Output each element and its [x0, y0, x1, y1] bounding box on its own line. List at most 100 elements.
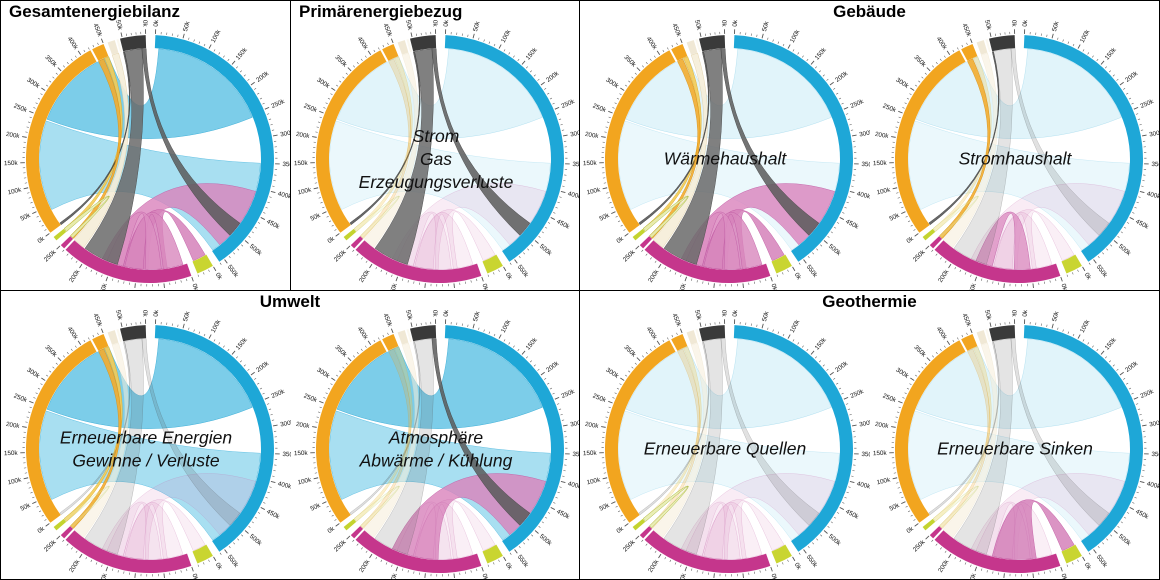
svg-text:250k: 250k: [43, 248, 58, 263]
svg-text:150k: 150k: [583, 160, 598, 167]
svg-text:400k: 400k: [356, 36, 370, 52]
svg-text:350k: 350k: [43, 54, 58, 69]
svg-text:450k: 450k: [265, 218, 281, 231]
svg-text:0k: 0k: [443, 309, 450, 317]
svg-text:300k: 300k: [604, 367, 620, 381]
svg-text:50k: 50k: [404, 309, 413, 321]
svg-text:150k: 150k: [4, 450, 19, 457]
svg-text:200k: 200k: [545, 70, 561, 84]
chart-primaerenergiebezug: 0k 50k 100k 150k 200k 250k 300k 350k 400k 450k 500…: [291, 1, 581, 291]
chord-svg: 0k 50k100k150k200k250k300k350k400k450k500…: [873, 309, 1160, 580]
svg-text:450k: 450k: [844, 218, 860, 231]
svg-text:200k: 200k: [647, 268, 661, 284]
svg-text:0k: 0k: [1083, 272, 1093, 282]
svg-text:300k: 300k: [315, 77, 331, 91]
svg-text:250k: 250k: [592, 393, 608, 405]
svg-text:350k: 350k: [912, 54, 927, 69]
svg-text:200k: 200k: [358, 268, 372, 284]
svg-text:0k: 0k: [431, 20, 438, 28]
svg-text:150k: 150k: [677, 572, 688, 580]
svg-text:350k: 350k: [572, 451, 581, 459]
svg-text:200k: 200k: [937, 268, 951, 284]
svg-text:450k: 450k: [671, 22, 683, 38]
svg-text:50k: 50k: [1051, 20, 1061, 32]
svg-text:300k: 300k: [894, 77, 910, 91]
svg-text:150k: 150k: [967, 572, 978, 580]
svg-text:350k: 350k: [282, 161, 291, 169]
svg-text:50k: 50k: [472, 20, 482, 32]
svg-text:150k: 150k: [677, 282, 688, 291]
svg-text:200k: 200k: [295, 421, 310, 430]
svg-text:450k: 450k: [961, 22, 973, 38]
svg-text:400k: 400k: [935, 326, 949, 342]
svg-text:200k: 200k: [68, 268, 82, 284]
svg-text:100k: 100k: [7, 476, 23, 486]
svg-text:0k: 0k: [480, 283, 489, 291]
svg-text:350k: 350k: [282, 451, 291, 459]
svg-text:0k: 0k: [480, 573, 489, 580]
svg-text:350k: 350k: [861, 451, 870, 459]
svg-text:400k: 400k: [856, 190, 870, 201]
svg-text:0k: 0k: [1059, 573, 1068, 580]
svg-text:150k: 150k: [814, 46, 829, 62]
svg-text:0k: 0k: [1010, 20, 1017, 28]
svg-text:50k: 50k: [19, 502, 32, 513]
svg-text:0k: 0k: [153, 19, 160, 27]
svg-text:250k: 250k: [333, 248, 348, 263]
svg-text:0k: 0k: [1059, 283, 1068, 291]
svg-text:250k: 250k: [1139, 98, 1155, 110]
svg-text:150k: 150k: [98, 572, 109, 580]
svg-text:250k: 250k: [912, 248, 927, 263]
svg-text:0k: 0k: [326, 525, 336, 535]
svg-text:100k: 100k: [1079, 28, 1092, 44]
svg-text:350k: 350k: [43, 344, 58, 359]
svg-text:100k: 100k: [789, 318, 802, 334]
svg-text:50k: 50k: [888, 212, 901, 223]
svg-text:250k: 250k: [849, 98, 865, 110]
svg-text:200k: 200k: [1124, 360, 1140, 374]
svg-text:100k: 100k: [210, 28, 223, 44]
svg-text:50k: 50k: [114, 19, 123, 31]
svg-text:0k: 0k: [732, 309, 739, 317]
svg-text:450k: 450k: [382, 22, 394, 38]
svg-text:100k: 100k: [7, 186, 23, 196]
svg-text:300k: 300k: [1149, 419, 1160, 429]
svg-text:350k: 350k: [912, 344, 927, 359]
svg-text:250k: 250k: [912, 538, 927, 553]
svg-text:450k: 450k: [265, 508, 281, 521]
svg-text:550k: 550k: [226, 264, 240, 280]
svg-text:150k: 150k: [294, 160, 309, 167]
svg-text:500k: 500k: [1117, 243, 1133, 258]
svg-text:100k: 100k: [500, 28, 513, 44]
svg-text:250k: 250k: [1139, 388, 1155, 400]
svg-text:250k: 250k: [560, 388, 576, 400]
svg-text:500k: 500k: [538, 243, 554, 258]
svg-text:350k: 350k: [1151, 451, 1160, 459]
svg-text:350k: 350k: [1151, 161, 1160, 169]
svg-text:550k: 550k: [805, 554, 819, 570]
chart-waermehaushalt: 0k 50k 100k 150k 200k 250k 300k 350k 400k 450k 500…: [580, 1, 870, 291]
svg-text:500k: 500k: [827, 533, 843, 548]
svg-text:200k: 200k: [584, 421, 599, 430]
svg-text:250k: 250k: [560, 98, 576, 110]
svg-text:250k: 250k: [849, 388, 865, 400]
svg-text:100k: 100k: [876, 186, 892, 196]
svg-text:0k: 0k: [36, 235, 46, 245]
svg-text:50k: 50k: [761, 20, 771, 32]
svg-text:150k: 150k: [583, 450, 598, 457]
svg-text:50k: 50k: [888, 502, 901, 513]
svg-text:50k: 50k: [598, 502, 611, 513]
svg-text:300k: 300k: [1149, 129, 1160, 139]
chord-svg: 0k 50k100k150k200k250k300k350k400k450k500…: [583, 309, 870, 580]
svg-text:250k: 250k: [303, 393, 319, 405]
svg-text:200k: 200k: [5, 421, 20, 430]
svg-text:50k: 50k: [983, 19, 992, 31]
svg-text:150k: 150k: [873, 450, 888, 457]
svg-text:250k: 250k: [882, 103, 898, 115]
svg-text:100k: 100k: [500, 318, 513, 334]
svg-text:50k: 50k: [182, 310, 192, 322]
svg-text:350k: 350k: [622, 54, 637, 69]
svg-text:0k: 0k: [720, 20, 727, 28]
svg-text:300k: 300k: [894, 367, 910, 381]
